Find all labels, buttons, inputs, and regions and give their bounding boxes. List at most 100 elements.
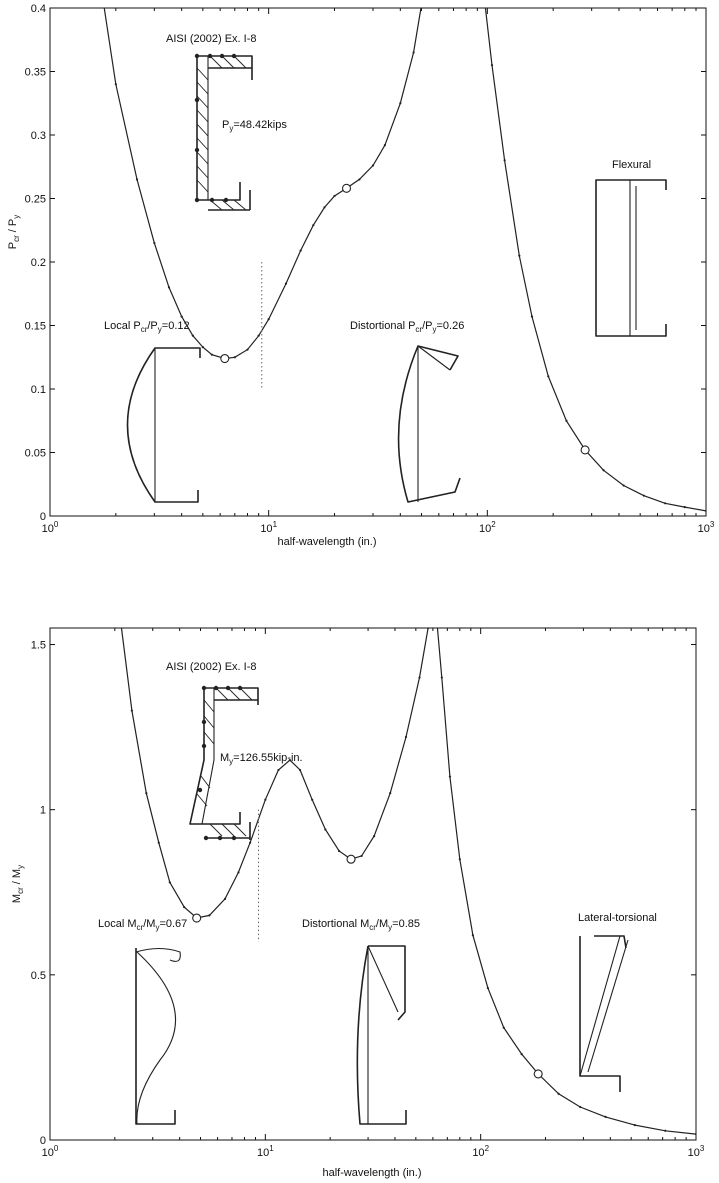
curve-point <box>135 178 139 181</box>
chart-bending: 0 0.5 1 1.5 100 101 102 103 half-wavelength (i… <box>11 627 705 1179</box>
x-axis-label: half-wavelength (in.) <box>322 1167 421 1179</box>
curve-point <box>157 841 160 844</box>
flexural-mode-sketch: Flexural <box>595 159 667 337</box>
curve-point <box>412 51 415 54</box>
minimum-marker <box>533 1069 543 1079</box>
curve-point <box>622 484 625 487</box>
curve-point <box>486 986 489 990</box>
curve-point <box>168 881 171 884</box>
buckling-curve <box>120 628 696 1136</box>
curve-point <box>389 792 392 795</box>
local-mode-label: Local Pcr/Py=0.12 <box>104 320 190 334</box>
curve-segment <box>484 8 706 512</box>
curve-point <box>503 159 506 162</box>
minima-markers <box>220 183 590 455</box>
curve-point <box>233 356 236 359</box>
curve-point <box>704 509 706 513</box>
curve-point <box>114 83 117 86</box>
curve-point <box>694 1132 696 1136</box>
curve-point <box>298 768 302 772</box>
curve-point <box>520 1053 523 1056</box>
y-tick-label: 0.1 <box>31 384 46 396</box>
local-mode-label: Local Mcr/My=0.67 <box>98 918 187 932</box>
curve-point <box>458 858 461 861</box>
curve-point <box>223 897 227 900</box>
section-caption: AISI (2002) Ex. I-8 <box>166 33 256 45</box>
x-tick-label: 101 <box>257 1144 274 1159</box>
distortional-mode-label: Distortional Mcr/My=0.85 <box>302 918 420 932</box>
curve-point <box>246 348 249 351</box>
curve-point <box>324 828 327 831</box>
y-tick-label: 0.05 <box>25 448 46 460</box>
curve-point <box>579 1105 582 1109</box>
curve-point <box>399 102 402 105</box>
curve-point <box>360 854 363 858</box>
minimum-marker <box>220 353 230 364</box>
curve-point <box>471 934 474 937</box>
x-axis-ticks: 100 101 102 103 <box>42 8 715 535</box>
x-axis-label: half-wavelength (in.) <box>277 536 376 548</box>
y-axis-label: Pcr / Py <box>7 215 21 250</box>
curve-point <box>191 334 194 337</box>
lateral-torsional-mode-sketch: Lateral-torsional <box>578 912 657 1092</box>
curve-point <box>288 759 291 762</box>
curve-point <box>663 502 667 505</box>
x-tick-label: 100 <box>42 1144 59 1159</box>
curve-point <box>257 334 260 337</box>
minimum-marker <box>341 183 352 193</box>
curve-point <box>530 315 534 318</box>
minimum-marker <box>346 854 356 864</box>
x-tick-label: 100 <box>42 520 59 535</box>
curve-segment <box>120 628 429 919</box>
y-tick-label: 1 <box>40 805 46 817</box>
y-tick-label: 0 <box>40 511 46 523</box>
curve-point <box>284 282 288 285</box>
x-axis-ticks: 100 101 102 103 <box>42 628 705 1159</box>
curve-point <box>333 194 336 198</box>
curve-point <box>642 494 645 497</box>
curve-point <box>312 224 315 227</box>
x-tick-label: 103 <box>688 1144 705 1159</box>
y-tick-label: 0.4 <box>31 3 46 15</box>
curve-point <box>633 1124 636 1127</box>
curve-point <box>547 375 550 378</box>
curve-point <box>502 1026 505 1029</box>
curve-point <box>383 144 386 147</box>
y-tick-label: 0.15 <box>25 321 46 333</box>
local-mode-sketch: Local Pcr/Py=0.12 <box>104 320 201 503</box>
plot-frame <box>49 627 697 1141</box>
y-tick-label: 1.5 <box>31 640 46 652</box>
curve-point <box>277 768 280 772</box>
curve-point <box>664 1129 667 1132</box>
curve-point <box>237 871 240 874</box>
curve-point <box>440 676 443 679</box>
yield-moment-label: My=126.55kip-in. <box>220 752 303 766</box>
curve-point <box>358 178 361 181</box>
curve-point <box>183 906 186 909</box>
curve-point <box>167 286 171 289</box>
curve-point <box>267 318 270 321</box>
curve-point <box>604 1115 607 1118</box>
y-tick-label: 0.2 <box>31 257 46 269</box>
lateral-torsional-mode-label: Lateral-torsional <box>578 912 657 924</box>
y-tick-label: 0.5 <box>31 970 46 982</box>
distortional-mode-label: Distortional Pcr/Py=0.26 <box>350 320 464 334</box>
x-tick-label: 103 <box>698 520 715 535</box>
curve-point <box>565 419 568 422</box>
curve-point <box>602 469 605 472</box>
y-tick-label: 0 <box>40 1135 46 1147</box>
curve-point <box>264 798 267 801</box>
curve-point <box>153 241 156 245</box>
curve-point <box>323 206 326 209</box>
chart-axial: 00.050.10.150.20.250.30.350.4 100 101 102 1… <box>7 3 715 548</box>
curve-point <box>249 841 252 844</box>
curve-point <box>490 64 494 67</box>
plot-frame <box>49 7 707 517</box>
section-sketch: AISI (2002) Ex. I-8 Py=48.42kips <box>166 33 287 211</box>
curve-point <box>130 709 133 712</box>
y-axis-label: Mcr / My <box>11 865 25 903</box>
section-sketch: AISI (2002) Ex. I-8 My=126.55kip-in. <box>166 661 303 841</box>
distortional-mode-sketch: Distortional Mcr/My=0.85 <box>302 918 420 1125</box>
curve-point <box>311 798 314 801</box>
